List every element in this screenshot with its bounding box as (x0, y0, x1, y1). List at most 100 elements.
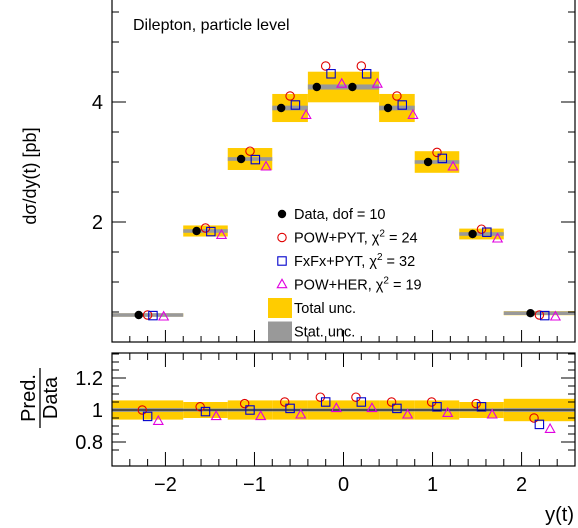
marker-open-triangle-8 (491, 232, 504, 243)
marker-open-circle-4 (320, 61, 331, 71)
marker-open-square-9 (539, 310, 550, 321)
ratio-marker-open-circle-1 (195, 402, 205, 412)
legend-label: FxFx+PYT, χ2 = 32 (294, 252, 415, 270)
legend-stat-unc-label: Stat. unc. (294, 325, 355, 341)
ratio-marker-open-triangle-0 (152, 414, 164, 425)
legend-marker-filled-circle (277, 209, 287, 219)
ratio-marker-open-triangle-1 (210, 410, 222, 421)
ratio-y-tick-label: 0.8 (75, 432, 103, 454)
marker-open-circle-2 (245, 146, 255, 156)
ratio-y-tick-label: 1.2 (75, 368, 103, 390)
marker-filled-circle-1 (192, 226, 201, 236)
marker-open-circle-7 (432, 147, 442, 158)
marker-filled-circle-8 (468, 229, 477, 239)
marker-filled-circle-7 (423, 157, 433, 167)
marker-open-circle-9 (534, 310, 545, 320)
ratio-marker-open-square-6 (392, 403, 402, 414)
ratio-marker-open-circle-4 (315, 392, 326, 402)
ratio-marker-open-triangle-7 (442, 406, 454, 417)
ratio-axis-ticks: 0.8 1 1.2 (75, 353, 576, 466)
ratio-marker-open-circle-0 (137, 405, 148, 415)
legend-marker-open-square (277, 256, 287, 266)
marker-open-triangle-2 (260, 160, 272, 171)
legend-label: POW+HER, χ2 = 19 (294, 276, 422, 294)
ratio-marker-open-square-8 (476, 402, 487, 412)
marker-open-triangle-3 (300, 108, 312, 119)
marker-open-square-1 (206, 226, 216, 237)
ratio-marker-open-triangle-6 (401, 408, 414, 419)
stat-unc-band-6 (379, 105, 415, 111)
marker-open-circle-8 (476, 224, 487, 234)
ratio-marker-open-triangle-3 (295, 408, 307, 419)
marker-filled-circle-9 (526, 309, 535, 318)
y-tick-label: 2 (92, 212, 103, 234)
ratio-y-axis-label: Pred. Data (18, 368, 62, 428)
marker-open-circle-0 (142, 310, 153, 320)
marker-open-square-0 (148, 310, 158, 321)
marker-open-circle-6 (392, 91, 402, 101)
x-tick-label: 2 (516, 474, 527, 496)
marker-open-triangle-5 (371, 77, 383, 88)
legend-marker-open-triangle (276, 278, 288, 289)
stat-unc-band-0 (112, 313, 184, 317)
ratio-marker-open-square-9 (534, 419, 545, 430)
ratio-marker-open-square-0 (142, 411, 153, 422)
ratio-marker-open-triangle-2 (255, 410, 267, 421)
marker-open-square-3 (290, 100, 301, 110)
marker-filled-circle-2 (236, 154, 246, 164)
top-y-axis-label: dσ/dy(t) [pb] (20, 127, 40, 224)
ratio-marker-open-circle-7 (426, 397, 437, 407)
x-axis-label: y(t) (545, 504, 574, 526)
top-data-markers (134, 61, 562, 321)
marker-open-triangle-6 (407, 108, 419, 119)
ratio-ylabel-denominator: Data (40, 376, 62, 419)
marker-open-triangle-9 (549, 310, 562, 321)
ratio-marker-open-circle-5 (351, 392, 361, 402)
marker-filled-circle-6 (383, 103, 393, 113)
stat-unc-band-7 (414, 160, 460, 164)
ratio-marker-open-circle-6 (386, 397, 397, 407)
stat-unc-band-9 (503, 311, 575, 315)
marker-open-square-7 (437, 153, 448, 164)
marker-filled-circle-4 (312, 82, 321, 92)
marker-filled-circle-3 (276, 103, 286, 113)
x-tick-label: −2 (154, 474, 177, 496)
ratio-y-tick-label: 1 (92, 400, 103, 422)
legend-stat-unc-swatch (268, 321, 292, 342)
x-tick-label: 0 (338, 474, 349, 496)
marker-open-circle-3 (285, 91, 295, 101)
ratio-marker-open-triangle-5 (366, 402, 378, 413)
stat-unc-band-2 (227, 157, 273, 161)
ratio-marker-open-square-4 (320, 397, 331, 407)
ratio-ylabel-numerator: Pred. (18, 374, 40, 422)
marker-open-square-8 (482, 227, 492, 237)
marker-open-circle-1 (200, 223, 211, 233)
marker-open-square-2 (250, 154, 261, 165)
ratio-marker-open-square-1 (200, 406, 211, 417)
marker-open-square-5 (361, 69, 372, 79)
stat-unc-band-4 (307, 84, 344, 90)
ratio-marker-open-circle-9 (529, 413, 539, 423)
marker-open-circle-5 (356, 61, 367, 71)
legend-total-unc-swatch (268, 298, 292, 318)
ratio-marker-open-circle-8 (471, 398, 481, 409)
top-axis-ticks: 24 (92, 11, 576, 342)
legend-total-unc-label: Total unc. (294, 301, 356, 317)
ratio-marker-open-square-7 (432, 402, 442, 412)
legend-label: Data, dof = 10 (294, 207, 386, 223)
legend-label: POW+PYT, χ2 = 24 (294, 229, 418, 247)
marker-open-square-6 (397, 100, 408, 110)
ratio-marker-open-circle-2 (239, 398, 250, 409)
x-tick-label: −1 (243, 474, 266, 496)
marker-open-triangle-1 (215, 228, 228, 239)
marker-filled-circle-0 (134, 310, 143, 320)
stat-unc-band-5 (343, 84, 380, 90)
ratio-marker-open-triangle-4 (330, 402, 343, 413)
ratio-marker-open-square-2 (245, 405, 255, 415)
ratio-marker-open-square-5 (356, 397, 367, 407)
top-annotation: Dilepton, particle level (133, 17, 290, 34)
stat-unc-band-3 (272, 105, 308, 111)
stat-unc-band-8 (459, 232, 504, 236)
legend-marker-open-circle (277, 232, 287, 243)
